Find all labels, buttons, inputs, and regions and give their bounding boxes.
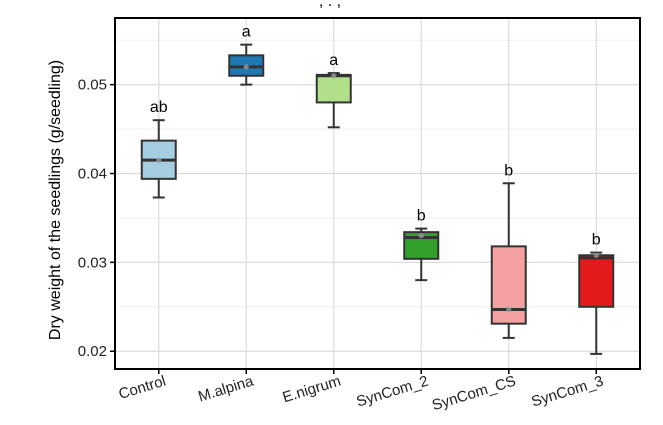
y-tick-label: 0.05 bbox=[78, 77, 107, 94]
box-body bbox=[490, 245, 527, 325]
mean-point bbox=[418, 233, 424, 239]
y-tick-label: 0.02 bbox=[78, 343, 107, 360]
box-syncom-3: b bbox=[578, 232, 615, 355]
box-syncom-2: b bbox=[403, 208, 440, 282]
box-body bbox=[315, 73, 352, 104]
x-tick-label: E.nigrum bbox=[281, 373, 343, 407]
y-tick-label: 0.03 bbox=[78, 254, 107, 271]
grid bbox=[115, 18, 640, 369]
y-axis: 0.02 0.03 0.04 0.05 bbox=[78, 77, 115, 360]
mean-point bbox=[506, 306, 512, 313]
box-body bbox=[578, 254, 615, 308]
box-syncom-cs: b bbox=[490, 162, 527, 339]
significance-letter: b bbox=[504, 162, 513, 179]
box-control: ab bbox=[140, 99, 177, 199]
box-e-nigrum: a bbox=[315, 52, 352, 129]
plot-frame bbox=[114, 17, 641, 370]
x-tick-label: SynCom_CS bbox=[430, 373, 518, 415]
x-tick-label: M.alpina bbox=[196, 372, 256, 405]
significance-letter: a bbox=[329, 52, 338, 69]
x-tick-label: Control bbox=[117, 373, 168, 403]
box-m-alpina: a bbox=[228, 24, 265, 86]
significance-letter: ab bbox=[150, 99, 168, 116]
mean-point bbox=[593, 252, 599, 258]
significance-letter: b bbox=[592, 232, 601, 249]
y-axis-title: Dry weight of the seedlings (g/seedling) bbox=[47, 60, 64, 340]
x-axis: Control M.alpina E.nigrum SynCom_2 SynCom_CS… bbox=[117, 369, 605, 415]
mean-point bbox=[331, 73, 337, 79]
mean-point bbox=[156, 157, 162, 163]
x-tick-label: SynCom_2 bbox=[354, 373, 430, 411]
significance-letter: b bbox=[417, 208, 426, 225]
mean-point bbox=[243, 64, 249, 70]
y-tick-label: 0.04 bbox=[78, 166, 107, 183]
title-fragment: , . , bbox=[319, 0, 341, 10]
significance-letter: a bbox=[242, 24, 251, 41]
x-tick-label: SynCom_3 bbox=[529, 373, 605, 411]
